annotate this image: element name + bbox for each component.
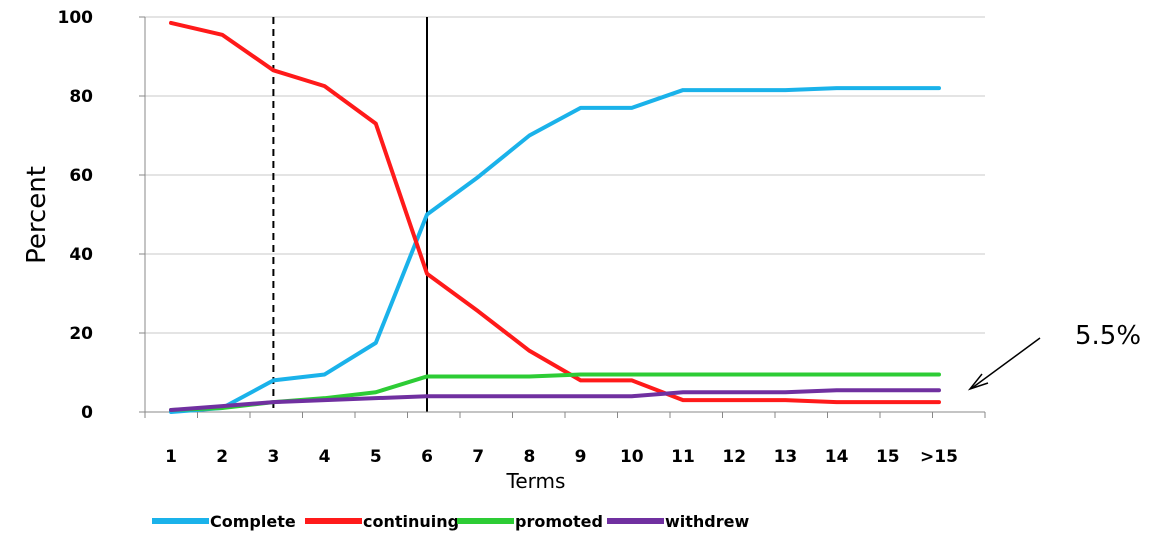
annotation: 5.5% (967, 321, 1141, 391)
axes (139, 16, 986, 418)
x-tick-label: 9 (575, 447, 587, 467)
y-tick-label: 40 (69, 245, 93, 265)
x-tick-label: 10 (620, 447, 644, 467)
legend-item-continuing: continuing (305, 512, 459, 531)
series-line-continuing (169, 20, 941, 405)
x-axis-label: Terms (506, 469, 566, 493)
legend-item-withdrew: withdrew (607, 512, 750, 531)
x-tick-label: 14 (825, 447, 849, 467)
x-tick-label: 3 (267, 447, 279, 467)
gridlines (145, 16, 985, 334)
x-tick-label: 5 (370, 447, 382, 467)
x-tick-label: 2 (216, 447, 228, 467)
x-tick-labels: 1 2 3 4 5 6 7 8 9 10 11 12 13 14 15 >15 (165, 447, 958, 467)
x-tick-label: 6 (421, 447, 433, 467)
y-tick-label: 100 (58, 8, 94, 28)
legend: Complete continuing promoted withdrew (152, 512, 750, 531)
y-tick-labels: 0 20 40 60 80 100 (58, 8, 94, 423)
annotation-label: 5.5% (1075, 321, 1141, 351)
legend-item-promoted: promoted (457, 512, 603, 531)
legend-label: continuing (363, 512, 459, 531)
x-tick-label: 15 (876, 447, 900, 467)
y-tick-label: 20 (69, 324, 93, 344)
x-tick-label: >15 (920, 447, 958, 467)
x-tick-label: 7 (472, 447, 484, 467)
x-tick-label: 8 (523, 447, 535, 467)
y-tick-label: 80 (69, 87, 93, 107)
annotation-arrowhead (967, 373, 989, 391)
series-lines (169, 20, 941, 414)
y-axis-label: Percent (22, 166, 52, 264)
x-tick-label: 1 (165, 447, 177, 467)
legend-label: Complete (210, 512, 296, 531)
legend-item-complete: Complete (152, 512, 296, 531)
x-tick-label: 11 (671, 447, 695, 467)
series-line-complete (169, 86, 941, 414)
x-tick-label: 13 (774, 447, 798, 467)
series-line-withdrew (169, 388, 941, 413)
x-tick-label: 4 (319, 447, 331, 467)
legend-label: withdrew (665, 512, 750, 531)
annotation-arrow (971, 337, 1041, 389)
y-tick-label: 60 (69, 166, 93, 186)
x-tick-label: 12 (722, 447, 746, 467)
y-tick-label: 0 (81, 403, 93, 423)
legend-label: promoted (515, 512, 603, 531)
